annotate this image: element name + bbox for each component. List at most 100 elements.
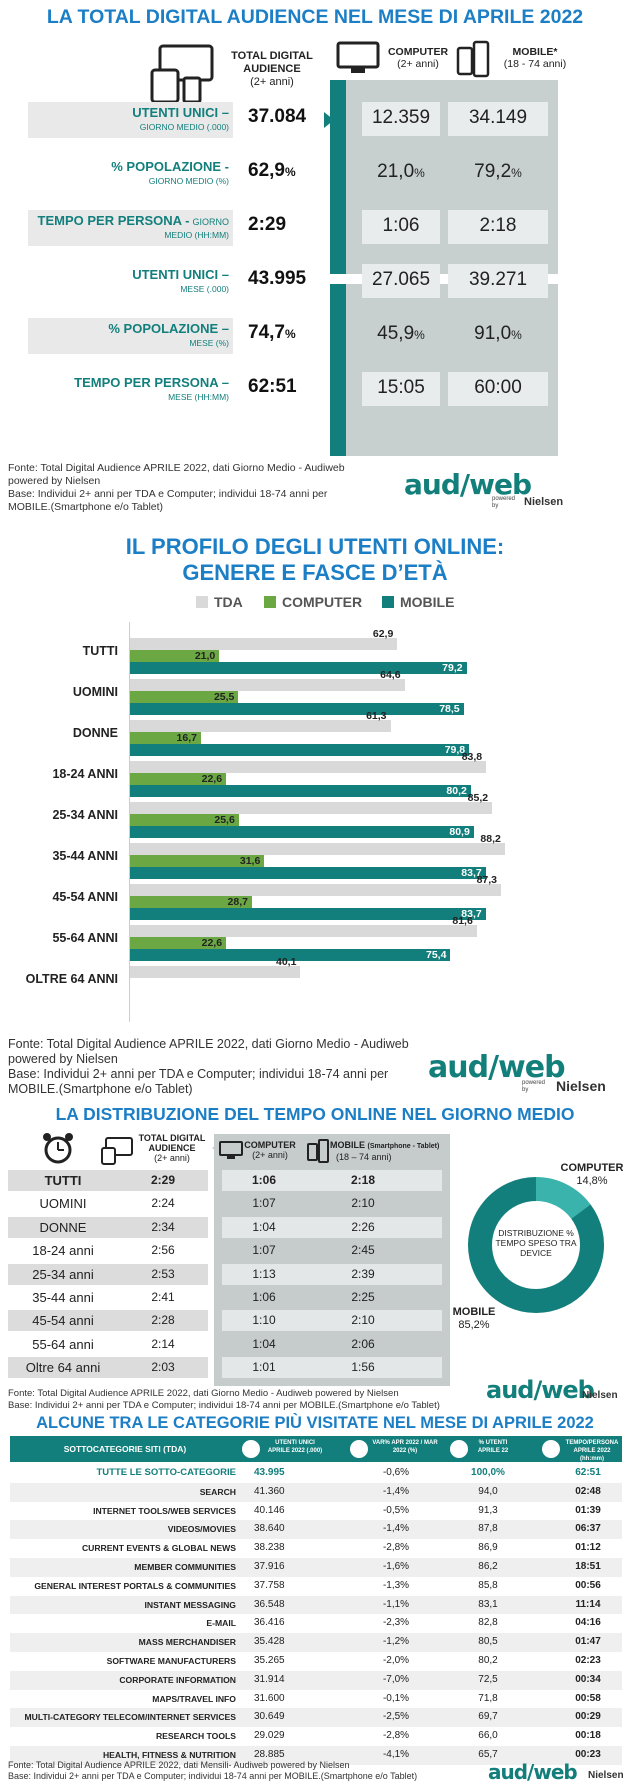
table-cell-time: 01:47 bbox=[575, 1636, 601, 1648]
table-cell-var: -2,8% bbox=[382, 1730, 410, 1742]
bar-tda bbox=[130, 761, 487, 773]
s3-row-label: 55-64 anni bbox=[32, 1336, 94, 1352]
bar-computer bbox=[130, 732, 201, 744]
table-row: MAPS/TRAVEL INFO 31.600 -0,1% 71,8 00:58 bbox=[10, 1689, 622, 1709]
table-cell-uu: 35.265 bbox=[254, 1655, 285, 1666]
bar-label-computer: 25,5 bbox=[213, 691, 235, 703]
s1-computer-unit: % bbox=[414, 166, 425, 180]
bar-mobile bbox=[130, 908, 486, 920]
s1-mobile-unit: % bbox=[511, 166, 522, 180]
chart-source-3: Base: Individui 2+ anni per TDA e Comput… bbox=[8, 1067, 389, 1081]
s3-computer-value: 1:06 bbox=[252, 1290, 276, 1304]
bar-computer bbox=[130, 773, 227, 785]
s1-computer-unit: % bbox=[414, 328, 425, 342]
s1-row-bg bbox=[28, 318, 233, 354]
s1-mobile-value: 2:18 bbox=[448, 215, 548, 237]
table-cell-category: HEALTH, FITNESS & NUTRITION bbox=[102, 1750, 236, 1760]
s1-tda-number: 74,7 bbox=[248, 322, 285, 343]
bar-computer bbox=[130, 691, 239, 703]
s3-tda-value: 2:34 bbox=[151, 1219, 175, 1234]
table-cell-var: -0,6% bbox=[382, 1467, 410, 1478]
bar-tda bbox=[130, 720, 391, 732]
table-cell-var: -1,6% bbox=[382, 1561, 410, 1572]
clock-icon-small bbox=[542, 1440, 560, 1458]
s3-panel-row-bg bbox=[222, 1240, 442, 1262]
table-cell-var: -2,0% bbox=[382, 1655, 410, 1666]
s3-computer-value: 1:07 bbox=[252, 1243, 276, 1258]
s3-row-bg bbox=[8, 1193, 208, 1215]
table-cell-pct: 69,7 bbox=[478, 1711, 498, 1723]
s1-row-label: UTENTI UNICI – GIORNO MEDIO (.000) bbox=[28, 104, 233, 132]
s3-tda-value: 2:03 bbox=[151, 1360, 175, 1375]
s1-mobile-unit: % bbox=[511, 328, 522, 342]
s3-mobile-value: 2:39 bbox=[351, 1266, 375, 1281]
table-cell-category: GENERAL INTEREST PORTALS & COMMUNITIES bbox=[34, 1580, 236, 1591]
table-cell-category: SEARCH bbox=[199, 1486, 236, 1497]
bar-tda bbox=[130, 843, 505, 855]
bar-label-mobile: 79,8 bbox=[444, 744, 466, 756]
s1-tda-number: 62,9 bbox=[248, 160, 285, 181]
bar-mobile bbox=[130, 826, 474, 838]
table-cell-category: SOFTWARE MANUFACTURERS bbox=[106, 1656, 236, 1666]
s3-row-label: UOMINI bbox=[39, 1196, 87, 1212]
bar-mobile bbox=[130, 662, 467, 674]
s3-row-label: 45-54 anni bbox=[32, 1313, 94, 1329]
s3-panel-row-bg bbox=[222, 1357, 442, 1379]
s1-computer-number: 27.065 bbox=[371, 269, 431, 290]
s1-tda-number: 62:51 bbox=[248, 376, 297, 397]
table-cell-uu: 30.649 bbox=[254, 1711, 285, 1723]
mobile-icon bbox=[456, 40, 490, 78]
bar-computer bbox=[130, 896, 252, 908]
bar-label-computer: 21,0 bbox=[194, 650, 216, 662]
bar-tda bbox=[130, 884, 502, 896]
s1-row-label: TEMPO PER PERSONA – MESE (HH:MM) bbox=[28, 374, 233, 402]
legend-swatch-computer bbox=[264, 596, 276, 608]
table-cell-category: TUTTE LE SOTTO-CATEGORIE bbox=[96, 1467, 236, 1478]
table-cell-category: CORPORATE INFORMATION bbox=[119, 1674, 236, 1685]
s1-computer-value: 12.359 bbox=[362, 107, 440, 129]
table-cell-pct: 86,9 bbox=[478, 1542, 498, 1554]
table-row: SOFTWARE MANUFACTURERS 35.265 -2,0% 80,2 02:… bbox=[10, 1652, 622, 1671]
legend-swatch-mobile bbox=[382, 596, 394, 608]
s1-row-label-main: TEMPO PER PERSONA - bbox=[37, 213, 190, 228]
s1-teal-edge bbox=[330, 80, 346, 456]
s1-hdr-computer-sub: (2+ anni) bbox=[397, 58, 439, 70]
s1-tda-value: 2:29 bbox=[248, 214, 286, 236]
s1-row-label-main: UTENTI UNICI – bbox=[132, 105, 229, 120]
s3-title: LA DISTRIBUZIONE DEL TEMPO ONLINE NEL GI… bbox=[55, 1104, 575, 1124]
bar-label-tda: 85,2 bbox=[467, 792, 489, 804]
bar-label-mobile: 80,9 bbox=[449, 826, 470, 838]
s3-computer-value: 1:04 bbox=[252, 1336, 276, 1351]
table-cell-category: RESEARCH TOOLS bbox=[155, 1731, 236, 1742]
s3-tda-value: 2:28 bbox=[151, 1313, 175, 1328]
table-cell-time: 04:16 bbox=[575, 1617, 601, 1629]
table-cell-var: -2,3% bbox=[382, 1617, 410, 1629]
s3-tda-value: 2:56 bbox=[151, 1243, 175, 1258]
table-cell-uu: 37.758 bbox=[254, 1579, 285, 1591]
donut-computer-value: 14,8% bbox=[576, 1175, 608, 1187]
s1-source-1: Fonte: Total Digital Audience APRILE 202… bbox=[8, 462, 345, 474]
table-cell-uu: 37.916 bbox=[254, 1561, 285, 1572]
s3-hdr-mobile: MOBILE bbox=[330, 1140, 365, 1150]
s1-row-bg bbox=[28, 210, 233, 246]
chart-source-1: Fonte: Total Digital Audience APRILE 202… bbox=[8, 1037, 409, 1051]
bar-label-tda: 64,6 bbox=[380, 669, 401, 681]
table-row: INSTANT MESSAGING 36.548 -1,1% 83,1 11:14 bbox=[10, 1595, 622, 1615]
table-cell-var: -2,8% bbox=[382, 1542, 410, 1554]
monitor-icon-small bbox=[219, 1141, 243, 1159]
table-row: CURRENT EVENTS & GLOBAL NEWS 38.238 -2,8% 8… bbox=[10, 1539, 622, 1558]
s3-hdr-mobile-small: (Smartphone - Tablet) bbox=[367, 1143, 440, 1150]
mobile-icon-small bbox=[307, 1139, 329, 1163]
legend-mobile: MOBILE bbox=[400, 594, 455, 610]
monitor-icon bbox=[336, 41, 380, 73]
table-row: MASS MERCHANDISER 35.428 -1,2% 80,5 01:47 bbox=[10, 1633, 622, 1652]
s3-panel-row-bg bbox=[222, 1216, 442, 1238]
s1-hdr-mobile-sub: (18 - 74 anni) bbox=[503, 58, 567, 70]
table-cell-pct: 65,7 bbox=[478, 1749, 498, 1760]
s3-mobile-value: 2:10 bbox=[351, 1196, 375, 1211]
table-cell-uu: 38.640 bbox=[254, 1523, 285, 1535]
bar-label-computer: 22,6 bbox=[201, 937, 223, 949]
bar-mobile bbox=[130, 703, 464, 715]
s3-mobile-value: 2:25 bbox=[351, 1290, 375, 1304]
s4-source-2: Base: Individui 2+ anni per TDA e Comput… bbox=[8, 1771, 418, 1781]
